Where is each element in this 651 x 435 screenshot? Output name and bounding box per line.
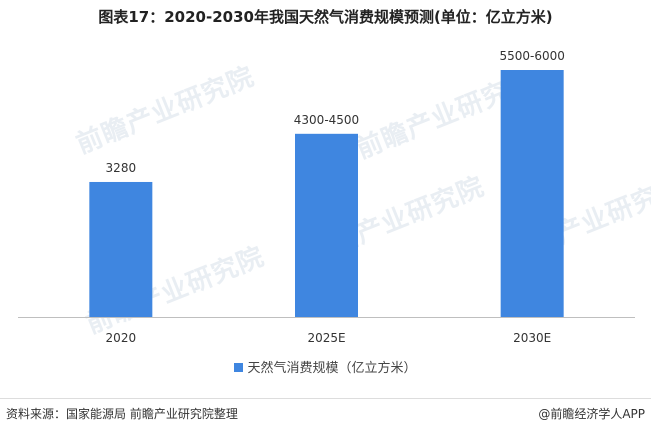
bar-2020 [89, 181, 153, 317]
source-note: 资料来源：国家能源局 前瞻产业研究院整理 [6, 407, 238, 421]
legend: 天然气消费规模（亿立方米） [0, 357, 651, 376]
brand-credit: @前瞻经济学人APP [538, 407, 645, 421]
x-tick-label-2020: 2020 [106, 331, 137, 345]
bar-2030E [500, 70, 564, 317]
data-label-2020: 3280 [106, 161, 137, 175]
x-tick-label-2030E: 2030E [513, 331, 551, 345]
x-tick-label-2025E: 2025E [307, 331, 345, 345]
footer-divider [0, 398, 651, 399]
legend-swatch [234, 363, 244, 372]
legend-label: 天然气消费规模（亿立方米） [247, 361, 417, 376]
chart-title: 图表17：2020-2030年我国天然气消费规模预测(单位：亿立方米) [98, 8, 553, 26]
data-label-2025E: 4300-4500 [294, 113, 359, 127]
bar-2025E [295, 133, 358, 317]
data-label-2030E: 5500-6000 [499, 49, 564, 63]
bar-chart: 3280 2020 4300-4500 2025E 5500-6000 2030E [18, 49, 635, 345]
